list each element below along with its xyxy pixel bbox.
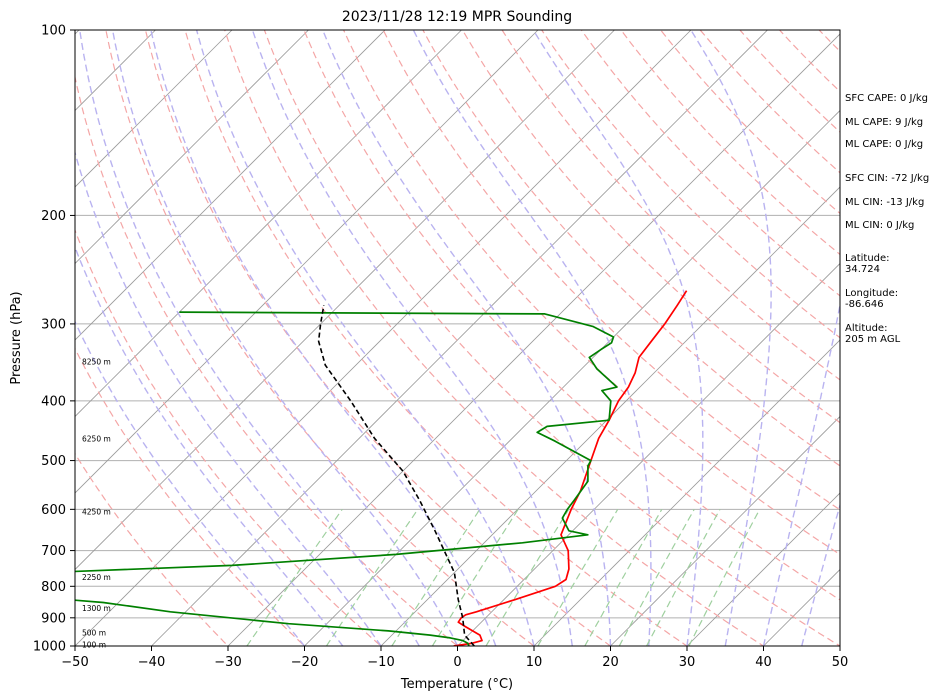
isotherm-line — [75, 30, 539, 494]
moist-adiabat-line — [75, 320, 306, 646]
dewpoint-profile — [75, 311, 618, 646]
isotherm-line — [610, 415, 840, 646]
dry-adiabat-line — [75, 228, 382, 646]
x-tick-label: −30 — [214, 655, 241, 670]
mixing-ratio-line — [537, 508, 619, 646]
altitude-marker-label: 2250 m — [82, 573, 111, 582]
moist-adiabat-line — [195, 30, 535, 646]
dry-adiabat-line — [75, 452, 229, 646]
altitude-marker-label: 500 m — [82, 628, 106, 637]
x-tick-label: 40 — [755, 655, 772, 670]
isotherm-line — [0, 30, 3, 646]
x-tick-label: 10 — [526, 655, 543, 670]
ml-cape-label-2: ML CAPE: 0 J/kg — [845, 139, 924, 150]
isotherm-line — [75, 30, 692, 646]
dry-adiabat-line — [144, 30, 612, 646]
isotherm-line — [75, 30, 309, 265]
mixing-ratio-line — [688, 509, 761, 646]
y-tick-label: 1000 — [33, 640, 66, 655]
isotherm-line — [75, 30, 233, 188]
isotherm-line — [151, 30, 768, 646]
dry-adiabat-line — [184, 30, 689, 646]
moist-adiabat-line — [79, 30, 420, 646]
y-tick-label: 700 — [41, 544, 66, 559]
y-tick-label: 400 — [41, 394, 66, 409]
mixing-ratio-line — [391, 508, 481, 646]
parcel-profile — [317, 305, 475, 646]
x-tick-label: 50 — [832, 655, 849, 670]
dry-adiabat-line — [105, 30, 536, 646]
mixing-ratio-line — [584, 509, 663, 646]
altitude-marker-label: 1300 m — [82, 604, 111, 613]
chart-title: 2023/11/28 12:19 MPR Sounding — [342, 9, 572, 25]
dry-adiabat-line — [540, 30, 840, 339]
moist-adiabat-line — [150, 30, 497, 646]
x-tick-label: −20 — [291, 655, 318, 670]
mixing-ratio-line — [431, 508, 519, 646]
dry-adiabat-line — [501, 30, 840, 381]
y-axis-label: Pressure (hPa) — [9, 291, 24, 384]
x-tick-label: −50 — [61, 655, 88, 670]
moist-adiabat-line — [111, 30, 459, 646]
moist-adiabat-line — [801, 502, 840, 646]
altitude-marker-label: 100 m — [82, 641, 106, 650]
y-tick-label: 800 — [41, 580, 66, 595]
mixing-ratio-line — [485, 508, 570, 646]
ml-cin-label-2: ML CIN: 0 J/kg — [845, 220, 915, 231]
isotherm-line — [380, 186, 840, 646]
y-tick-label: 600 — [41, 503, 66, 518]
y-tick-label: 200 — [41, 209, 66, 224]
isotherm-line — [75, 30, 386, 341]
sfc-cape-label: SFC CAPE: 0 J/kg — [845, 93, 928, 104]
altitude-label: Altitude: 205 m AGL — [845, 323, 901, 345]
x-tick-label: −10 — [367, 655, 394, 670]
x-tick-label: 20 — [602, 655, 619, 670]
ml-cin-label: ML CIN: -13 J/kg — [845, 197, 925, 208]
dry-adiabat-line — [224, 30, 765, 646]
x-axis-label: Temperature (°C) — [400, 677, 513, 692]
y-tick-label: 300 — [41, 317, 66, 332]
isotherm-line — [457, 262, 840, 646]
latitude-label: Latitude: 34.724 — [845, 253, 890, 275]
dry-adiabat-line — [75, 74, 459, 646]
dry-adiabat-line — [263, 30, 840, 646]
moist-adiabat-line — [75, 150, 382, 646]
x-tick-label: 0 — [453, 655, 461, 670]
mixing-ratio-line — [325, 508, 419, 646]
altitude-marker-label: 6250 m — [82, 434, 111, 443]
sfc-cin-label: SFC CIN: -72 J/kg — [845, 173, 930, 184]
x-tick-label: −40 — [138, 655, 165, 670]
temperature-profile — [453, 290, 688, 646]
longitude-label: Longitude: -86.646 — [845, 288, 899, 310]
moist-adiabat-line — [75, 245, 344, 646]
moist-adiabat-line — [251, 30, 573, 646]
y-tick-label: 900 — [41, 611, 66, 626]
moist-adiabat-line — [532, 30, 704, 646]
mixing-ratio-line — [618, 509, 695, 646]
isotherm-line — [686, 492, 840, 646]
isotherm-line — [75, 30, 615, 571]
mixing-ratio-line — [646, 509, 721, 646]
isotherm-line — [533, 339, 840, 646]
x-tick-label: 30 — [679, 655, 696, 670]
dry-adiabat-line — [75, 347, 306, 646]
isotherm-line — [75, 30, 462, 418]
y-tick-label: 100 — [41, 24, 66, 39]
moist-adiabat-line — [690, 30, 772, 646]
moist-adiabat-line — [412, 30, 652, 646]
dry-adiabat-line — [303, 30, 840, 601]
y-tick-label: 500 — [41, 454, 66, 469]
ml-cape-label: ML CAPE: 9 J/kg — [845, 117, 924, 128]
mixing-ratio-line — [246, 508, 343, 646]
altitude-marker-label: 4250 m — [82, 508, 111, 517]
moist-adiabat-line — [762, 301, 840, 646]
altitude-marker-label: 8250 m — [82, 357, 111, 366]
isotherm-line — [227, 33, 840, 646]
plot-frame — [74, 29, 841, 647]
